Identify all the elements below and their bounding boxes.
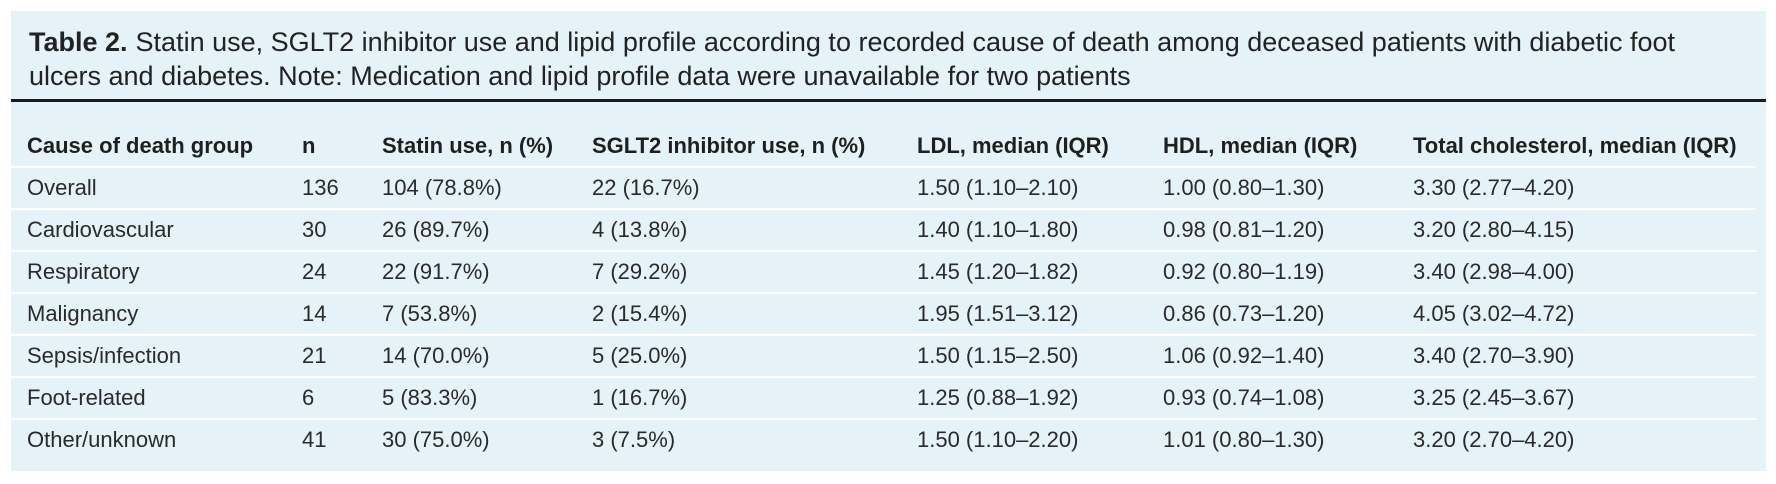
cell-sglt2: 7 (29.2%) — [576, 250, 901, 293]
cell-cause: Respiratory — [11, 250, 286, 293]
table-header-row: Cause of death group n Statin use, n (%)… — [11, 126, 1756, 167]
cell-n: 136 — [286, 166, 366, 209]
cell-total-cholesterol: 3.30 (2.77–4.20) — [1397, 166, 1756, 209]
cell-hdl: 1.06 (0.92–1.40) — [1147, 334, 1397, 377]
cell-n: 24 — [286, 250, 366, 293]
table-row: Respiratory 24 22 (91.7%) 7 (29.2%) 1.45… — [11, 250, 1756, 293]
caption-rule — [11, 99, 1766, 102]
table-row: Malignancy 14 7 (53.8%) 2 (15.4%) 1.95 (… — [11, 292, 1756, 335]
table-row: Foot-related 6 5 (83.3%) 1 (16.7%) 1.25 … — [11, 376, 1756, 419]
cell-ldl: 1.95 (1.51–3.12) — [901, 292, 1147, 335]
cell-cause: Sepsis/infection — [11, 334, 286, 377]
column-header-n: n — [302, 133, 316, 158]
cell-statin: 26 (89.7%) — [366, 208, 576, 251]
cell-sglt2: 22 (16.7%) — [576, 166, 901, 209]
cell-ldl: 1.50 (1.15–2.50) — [901, 334, 1147, 377]
cell-n: 6 — [286, 376, 366, 419]
cell-ldl: 1.40 (1.10–1.80) — [901, 208, 1147, 251]
cell-total-cholesterol: 3.20 (2.70–4.20) — [1397, 418, 1756, 460]
column-header-statin: Statin use, n (%) — [382, 133, 554, 158]
cell-sglt2: 4 (13.8%) — [576, 208, 901, 251]
table-caption-text: Statin use, SGLT2 inhibitor use and lipi… — [29, 27, 1675, 91]
table-row: Sepsis/infection 21 14 (70.0%) 5 (25.0%)… — [11, 334, 1756, 377]
table-card: Table 2. Statin use, SGLT2 inhibitor use … — [11, 11, 1766, 471]
cell-n: 14 — [286, 292, 366, 335]
cell-statin: 22 (91.7%) — [366, 250, 576, 293]
cell-sglt2: 1 (16.7%) — [576, 376, 901, 419]
cell-ldl: 1.50 (1.10–2.20) — [901, 418, 1147, 460]
cell-cause: Cardiovascular — [11, 208, 286, 251]
cell-cause: Malignancy — [11, 292, 286, 335]
cell-n: 41 — [286, 418, 366, 460]
cell-total-cholesterol: 3.20 (2.80–4.15) — [1397, 208, 1756, 251]
data-table: Cause of death group n Statin use, n (%)… — [11, 126, 1756, 460]
cell-n: 21 — [286, 334, 366, 377]
cell-total-cholesterol: 3.40 (2.70–3.90) — [1397, 334, 1756, 377]
cell-ldl: 1.50 (1.10–2.10) — [901, 166, 1147, 209]
cell-cause: Other/unknown — [11, 418, 286, 460]
cell-cause: Foot-related — [11, 376, 286, 419]
cell-hdl: 1.00 (0.80–1.30) — [1147, 166, 1397, 209]
cell-sglt2: 3 (7.5%) — [576, 418, 901, 460]
cell-hdl: 0.92 (0.80–1.19) — [1147, 250, 1397, 293]
cell-total-cholesterol: 4.05 (3.02–4.72) — [1397, 292, 1756, 335]
cell-statin: 5 (83.3%) — [366, 376, 576, 419]
cell-total-cholesterol: 3.25 (2.45–3.67) — [1397, 376, 1756, 419]
cell-sglt2: 2 (15.4%) — [576, 292, 901, 335]
cell-statin: 30 (75.0%) — [366, 418, 576, 460]
table-row: Overall 136 104 (78.8%) 22 (16.7%) 1.50 … — [11, 166, 1756, 209]
table-caption: Table 2. Statin use, SGLT2 inhibitor use … — [29, 25, 1749, 93]
cell-n: 30 — [286, 208, 366, 251]
cell-cause: Overall — [11, 166, 286, 209]
cell-hdl: 0.98 (0.81–1.20) — [1147, 208, 1397, 251]
column-header-cause: Cause of death group — [27, 133, 254, 158]
cell-statin: 104 (78.8%) — [366, 166, 576, 209]
cell-hdl: 0.93 (0.74–1.08) — [1147, 376, 1397, 419]
cell-sglt2: 5 (25.0%) — [576, 334, 901, 377]
cell-hdl: 1.01 (0.80–1.30) — [1147, 418, 1397, 460]
cell-statin: 14 (70.0%) — [366, 334, 576, 377]
table-row: Other/unknown 41 30 (75.0%) 3 (7.5%) 1.5… — [11, 418, 1756, 460]
cell-ldl: 1.45 (1.20–1.82) — [901, 250, 1147, 293]
cell-total-cholesterol: 3.40 (2.98–4.00) — [1397, 250, 1756, 293]
cell-ldl: 1.25 (0.88–1.92) — [901, 376, 1147, 419]
column-header-total-cholesterol: Total cholesterol, median (IQR) — [1413, 133, 1737, 158]
cell-hdl: 0.86 (0.73–1.20) — [1147, 292, 1397, 335]
cell-statin: 7 (53.8%) — [366, 292, 576, 335]
column-header-hdl: HDL, median (IQR) — [1163, 133, 1358, 158]
column-header-sglt2: SGLT2 inhibitor use, n (%) — [592, 133, 866, 158]
table-row: Cardiovascular 30 26 (89.7%) 4 (13.8%) 1… — [11, 208, 1756, 251]
table-label: Table 2. — [29, 27, 128, 57]
column-header-ldl: LDL, median (IQR) — [917, 133, 1109, 158]
